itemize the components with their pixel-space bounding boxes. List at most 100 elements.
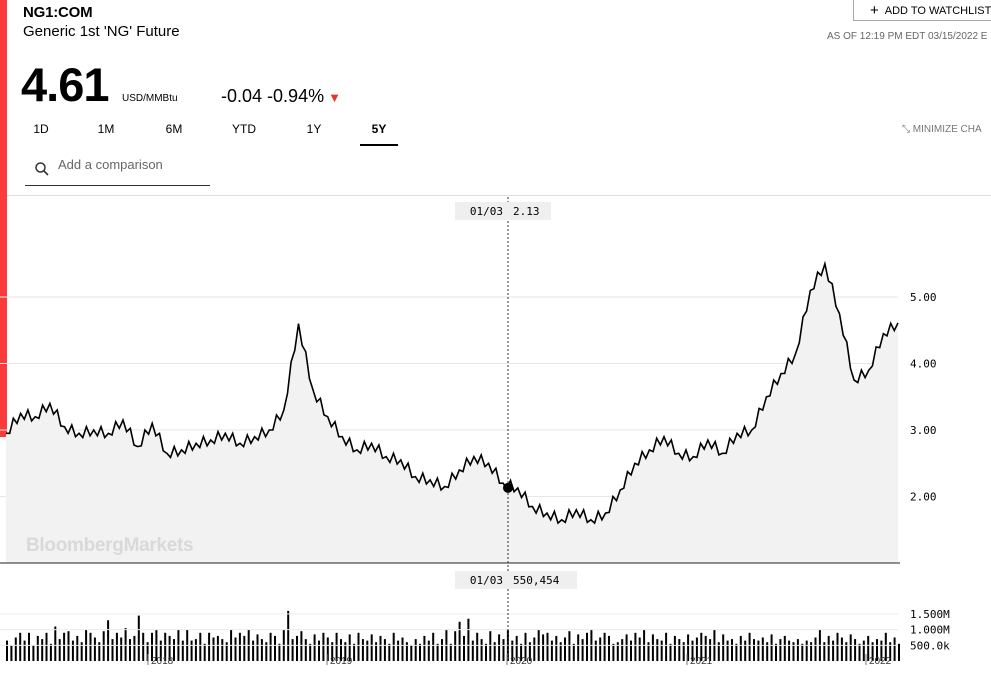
volume-bar: [256, 634, 259, 661]
y-tick-label: 2.00: [910, 491, 937, 504]
as-of-timestamp: AS OF 12:19 PM EDT 03/15/2022 E: [827, 31, 988, 42]
volume-bar: [41, 639, 44, 661]
volume-bar: [695, 637, 698, 661]
volume-bar: [216, 635, 219, 661]
volume-bar: [722, 634, 725, 661]
volume-bar: [660, 640, 663, 661]
volume-bar: [10, 645, 13, 661]
bloomberg-watermark: BloombergMarkets: [26, 535, 194, 556]
volume-bar: [379, 635, 382, 661]
volume-bar: [89, 632, 92, 661]
volume-bar: [265, 642, 268, 661]
volume-bar: [124, 628, 127, 661]
volume-bar: [348, 634, 351, 661]
volume-bar: [665, 632, 668, 661]
volume-bar: [458, 621, 461, 661]
volume-bar: [586, 632, 588, 661]
crosshair-price-label: 01/03 2.13: [455, 202, 551, 220]
volume-bar: [656, 639, 659, 661]
volume-bar: [36, 635, 39, 661]
price-unit: USD/MMBtu: [122, 93, 178, 104]
volume-bar: [594, 640, 597, 661]
volume-bar: [467, 618, 470, 661]
volume-bar: [709, 639, 712, 661]
volume-bar: [678, 639, 681, 661]
volume-bar: [304, 639, 307, 661]
volume-bar: [383, 639, 386, 661]
volume-bar: [792, 642, 795, 661]
volume-bar: [432, 632, 435, 661]
tab-1m[interactable]: 1M: [97, 122, 115, 136]
volume-bar: [208, 632, 211, 661]
tab-6m[interactable]: 6M: [165, 122, 183, 136]
volume-bar: [93, 637, 96, 661]
crosshair-volume-label: 01/03 550,454: [455, 571, 577, 589]
volume-bar: [647, 642, 650, 661]
volume-bar: [54, 626, 57, 661]
volume-bar: [120, 637, 123, 661]
volume-bar: [700, 632, 703, 661]
volume-bar: [142, 632, 145, 661]
volume-bar: [498, 634, 501, 661]
volume-bar: [599, 637, 602, 661]
volume-bar: [357, 632, 360, 661]
security-name: Generic 1st 'NG' Future: [23, 23, 180, 40]
volume-bar: [234, 637, 237, 661]
volume-bar: [168, 635, 171, 661]
volume-bar: [159, 640, 162, 661]
volume-bar: [770, 634, 773, 661]
volume-bar: [779, 639, 782, 661]
volume-bar: [621, 639, 624, 661]
tab-1d[interactable]: 1D: [33, 122, 49, 136]
volume-bar: [366, 640, 369, 661]
volume-bar: [344, 642, 347, 661]
volume-bar: [836, 632, 839, 661]
volume-bar: [559, 642, 562, 661]
tab-ytd[interactable]: YTD: [232, 122, 256, 136]
volume-bar: [370, 634, 373, 661]
volume-bar: [63, 632, 66, 661]
volume-bar: [845, 642, 848, 661]
tab-5y[interactable]: 5Y: [360, 118, 398, 146]
volume-bar: [436, 643, 439, 661]
volume-bar: [58, 639, 61, 661]
volume-bar: [731, 639, 733, 661]
volume-bar: [739, 635, 742, 661]
volume-bar: [32, 645, 35, 661]
volume-bar: [805, 640, 808, 661]
volume-bar: [199, 632, 202, 661]
volume-bar: [744, 640, 747, 661]
volume-bar: [423, 635, 426, 661]
volume-bar: [801, 643, 804, 661]
minimize-chart-button[interactable]: ⤡ MINIMIZE CHA: [902, 124, 982, 135]
volume-bar: [203, 643, 206, 661]
change-value: -0.04: [221, 86, 263, 106]
price-volume-chart[interactable]: 5.00 4.00 3.00 2.00 1.500M 1.000M 500.0k 2018…: [0, 195, 991, 673]
add-to-watchlist-button[interactable]: + ADD TO WATCHLIST: [853, 0, 991, 21]
crosshair-volume-date: 01/03: [470, 574, 503, 587]
volume-bar: [612, 643, 615, 661]
crosshair-marker: [503, 482, 513, 493]
volume-bar: [194, 639, 197, 661]
tab-1y[interactable]: 1Y: [306, 122, 322, 136]
volume-bar: [414, 639, 417, 661]
volume-bar: [278, 643, 281, 661]
volume-bar: [441, 639, 443, 661]
volume-bar: [524, 632, 527, 661]
last-price: 4.61: [21, 58, 109, 111]
volume-bar: [480, 639, 483, 661]
comparison-input[interactable]: [56, 156, 210, 173]
volume-bar: [318, 640, 320, 661]
search-icon: [35, 162, 49, 176]
volume-bar: [238, 632, 241, 661]
volume-bar: [867, 635, 870, 661]
volume-bar: [287, 610, 290, 661]
volume-bar: [107, 620, 110, 661]
volume-bar: [849, 634, 852, 661]
volume-bar: [898, 643, 900, 661]
volume-bar: [296, 635, 298, 661]
volume-tick-label: 500.0k: [910, 639, 950, 652]
volume-bar: [832, 640, 835, 661]
volume-bar: [511, 640, 514, 661]
volume-bar: [335, 632, 338, 661]
